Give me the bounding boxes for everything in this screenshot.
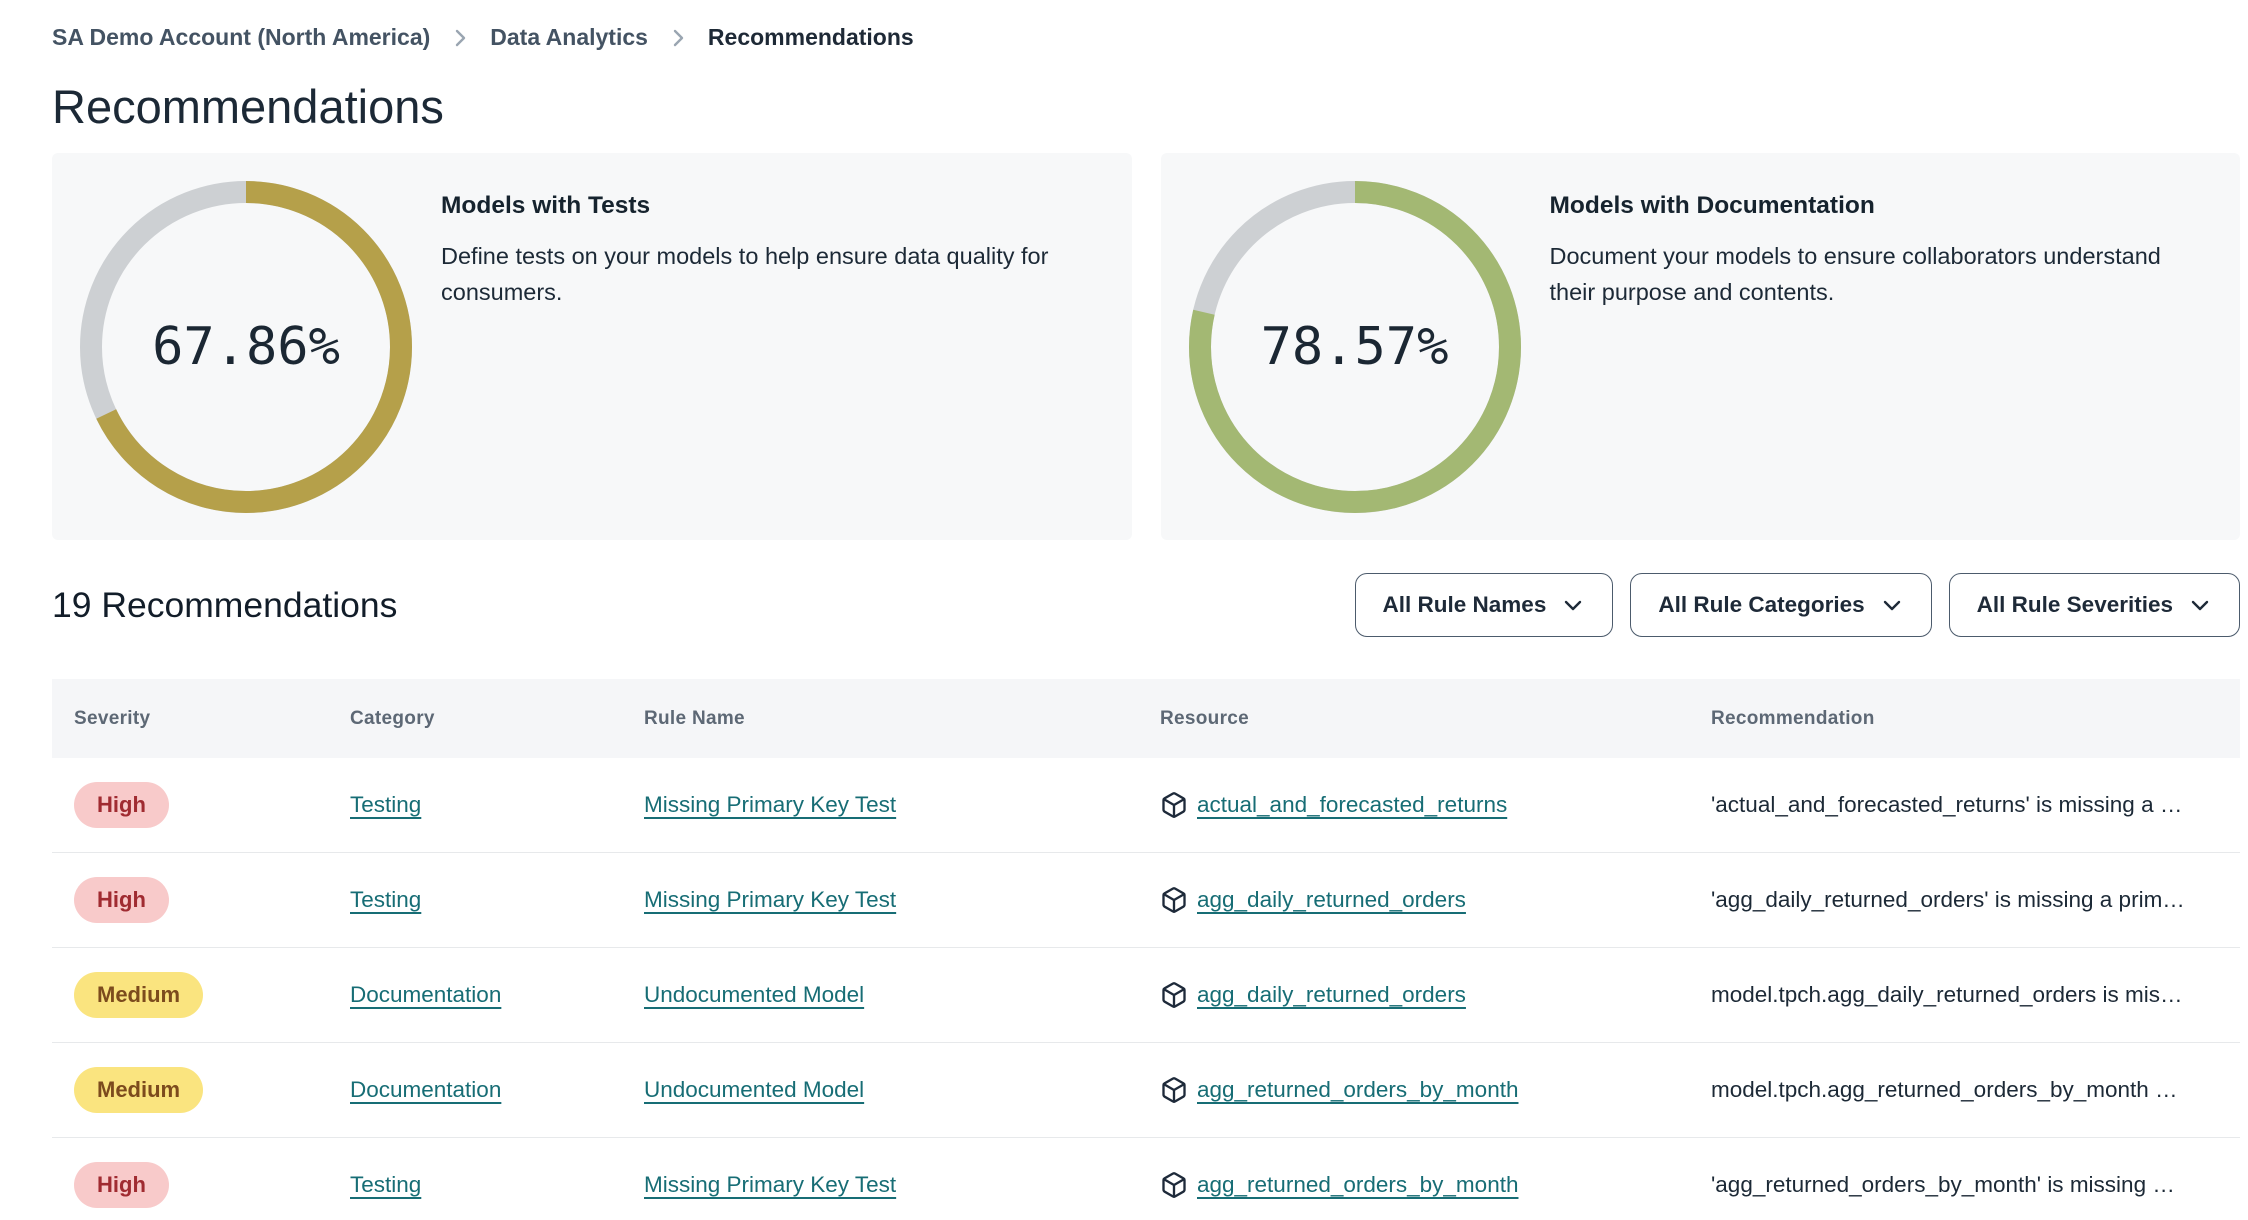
chevron-down-icon	[1565, 600, 1582, 611]
rule-name-link[interactable]: Undocumented Model	[644, 1077, 865, 1102]
filter-rule-categories[interactable]: All Rule Categories	[1630, 573, 1932, 637]
table-header-row: Severity Category Rule Name Resource Rec…	[52, 679, 2240, 758]
model-cube-icon	[1162, 1077, 1186, 1103]
column-header-resource: Resource	[1160, 707, 1249, 729]
table-row: High Testing Missing Primary Key Test ac…	[52, 758, 2240, 853]
card-title: Models with Tests	[441, 192, 651, 219]
page-title: Recommendations	[52, 80, 444, 133]
table-row: High Testing Missing Primary Key Test ag…	[52, 853, 2240, 948]
resource-link[interactable]: agg_daily_returned_orders	[1197, 887, 1466, 912]
recommendation-text: 'actual_and_forecasted_returns' is missi…	[1711, 792, 2183, 817]
recommendations-count-heading: 19 Recommendations	[52, 584, 398, 625]
severity-badge: Medium	[74, 972, 204, 1018]
resource-link[interactable]: agg_returned_orders_by_month	[1197, 1077, 1519, 1102]
resource-link[interactable]: actual_and_forecasted_returns	[1197, 792, 1508, 817]
filter-label: All Rule Categories	[1658, 592, 1865, 617]
card-description: Document your models to ensure collabora…	[1549, 243, 2161, 305]
column-header-severity: Severity	[74, 707, 151, 729]
donut-svg	[1188, 181, 1521, 513]
filter-rule-severities[interactable]: All Rule Severities	[1948, 573, 2240, 637]
filter-label: All Rule Names	[1382, 592, 1547, 617]
chevron-down-icon	[2191, 600, 2209, 611]
docs-donut-chart: 78.57%	[1188, 181, 1521, 513]
card-models-with-documentation: 78.57% Models with Documentation Documen…	[1160, 153, 2240, 540]
tests-donut-chart: 67.86%	[80, 181, 412, 513]
column-header-recommendation: Recommendation	[1711, 707, 1875, 729]
breadcrumb-project[interactable]: Data Analytics	[490, 24, 648, 50]
table-row: Medium Documentation Undocumented Model …	[52, 1043, 2240, 1138]
chevron-down-icon	[1883, 600, 1900, 611]
category-link[interactable]: Documentation	[350, 982, 502, 1007]
category-link[interactable]: Testing	[350, 792, 422, 817]
donut-svg	[80, 181, 412, 513]
list-header: 19 Recommendations All Rule Names All Ru…	[52, 573, 2240, 637]
donut-arc	[80, 181, 412, 513]
severity-badge: High	[74, 782, 169, 828]
model-cube-icon	[1162, 887, 1186, 913]
summary-cards: 67.86% Models with Tests Define tests on…	[52, 153, 2240, 540]
card-models-with-tests: 67.86% Models with Tests Define tests on…	[52, 153, 1132, 540]
docs-percentage: 78.57%	[1260, 317, 1449, 377]
column-header-rule-name: Rule Name	[644, 707, 745, 729]
category-link[interactable]: Testing	[350, 887, 422, 912]
recommendation-text: model.tpch.agg_daily_returned_orders is …	[1711, 982, 2183, 1007]
model-cube-icon	[1162, 982, 1186, 1008]
breadcrumb-current: Recommendations	[707, 24, 914, 50]
rule-name-link[interactable]: Missing Primary Key Test	[644, 1172, 897, 1197]
column-header-category: Category	[350, 707, 435, 729]
recommendation-text: model.tpch.agg_returned_orders_by_month …	[1711, 1077, 2178, 1102]
table-row: Medium Documentation Undocumented Model …	[52, 948, 2240, 1043]
severity-badge: High	[74, 1162, 169, 1208]
table-row: High Testing Missing Primary Key Test ag…	[52, 1138, 2240, 1220]
resource-link[interactable]: agg_returned_orders_by_month	[1197, 1172, 1519, 1197]
breadcrumb: SA Demo Account (North America) Data Ana…	[52, 0, 2240, 51]
severity-badge: Medium	[74, 1067, 204, 1113]
card-title: Models with Documentation	[1549, 192, 1875, 219]
model-cube-icon	[1162, 1172, 1186, 1198]
recommendation-text: 'agg_returned_orders_by_month' is missin…	[1711, 1172, 2175, 1197]
recommendation-text: 'agg_daily_returned_orders' is missing a…	[1711, 887, 2185, 912]
chevron-right-icon	[666, 26, 690, 50]
filter-rule-names[interactable]: All Rule Names	[1354, 573, 1614, 637]
breadcrumb-account[interactable]: SA Demo Account (North America)	[52, 24, 431, 50]
rule-name-link[interactable]: Missing Primary Key Test	[644, 887, 897, 912]
recommendations-table: Severity Category Rule Name Resource Rec…	[52, 679, 2240, 1220]
donut-arc	[1188, 181, 1521, 513]
tests-percentage: 67.86%	[152, 317, 340, 377]
severity-badge: High	[74, 877, 169, 923]
filter-bar: All Rule Names All Rule Categories All R…	[1354, 573, 2240, 637]
model-cube-icon	[1162, 792, 1186, 818]
resource-link[interactable]: agg_daily_returned_orders	[1197, 982, 1466, 1007]
chevron-right-icon	[448, 26, 472, 50]
filter-label: All Rule Severities	[1976, 592, 2173, 617]
category-link[interactable]: Testing	[350, 1172, 422, 1197]
card-description: Define tests on your models to help ensu…	[441, 243, 1049, 305]
category-link[interactable]: Documentation	[350, 1077, 502, 1102]
rule-name-link[interactable]: Missing Primary Key Test	[644, 792, 897, 817]
rule-name-link[interactable]: Undocumented Model	[644, 982, 865, 1007]
